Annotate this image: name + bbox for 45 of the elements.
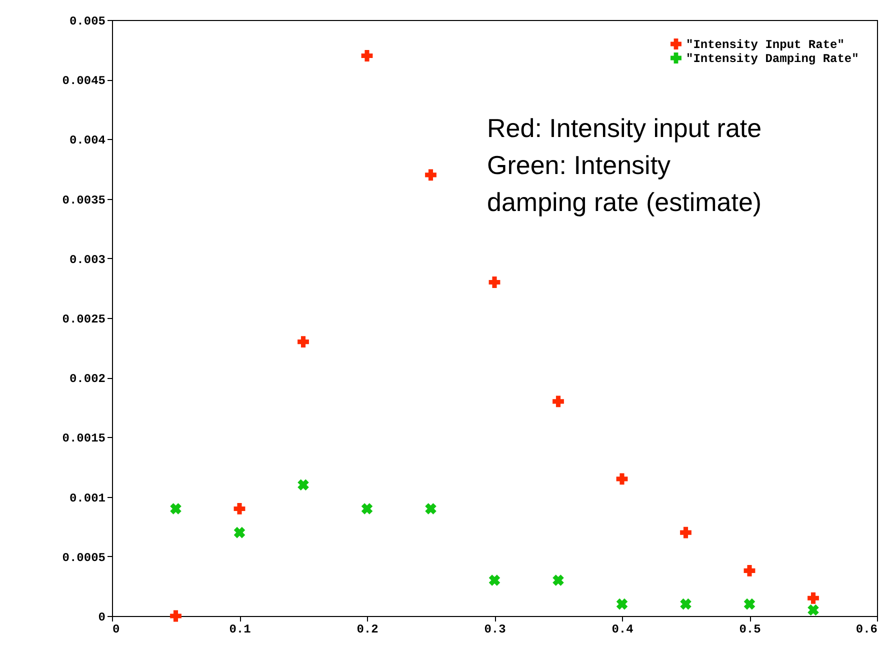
y-tick-label: 0 xyxy=(98,610,106,624)
annotation: Green: Intensity xyxy=(487,150,671,180)
x-tick-label: 0.1 xyxy=(229,622,251,636)
x-tick-label: 0.6 xyxy=(856,622,878,636)
y-tick-label: 0.0005 xyxy=(62,550,106,565)
annotation: damping rate (estimate) xyxy=(487,187,762,217)
annotation: Red: Intensity input rate xyxy=(487,113,762,143)
point xyxy=(298,479,309,491)
point xyxy=(744,565,756,576)
point xyxy=(170,503,182,514)
y-tick-label: 0.0045 xyxy=(62,74,106,88)
point xyxy=(744,598,756,610)
point xyxy=(616,598,628,610)
point xyxy=(552,396,564,408)
point xyxy=(170,610,182,622)
point xyxy=(488,276,500,288)
point xyxy=(234,503,246,514)
y-tick-label: 0.0025 xyxy=(62,312,106,326)
point xyxy=(680,526,692,538)
point xyxy=(680,598,692,610)
x-tick-label: 0.4 xyxy=(612,622,634,636)
legend-label: "Intensity Input Rate" xyxy=(686,38,844,52)
point xyxy=(425,503,436,514)
x-tick-label: 0.5 xyxy=(739,622,761,636)
y-tick-label: 0.001 xyxy=(69,491,106,506)
y-tick-label: 0.005 xyxy=(69,14,106,28)
point xyxy=(234,526,246,538)
point xyxy=(361,503,373,514)
point xyxy=(361,50,373,62)
y-tick-label: 0.002 xyxy=(69,372,106,386)
point xyxy=(808,604,819,616)
point xyxy=(425,169,436,181)
point xyxy=(488,574,500,586)
x-tick-label: 0.3 xyxy=(484,622,506,636)
point xyxy=(616,473,628,485)
x-tick-label: 0 xyxy=(112,622,120,636)
y-tick-label: 0.004 xyxy=(69,134,106,148)
y-tick-label: 0.0015 xyxy=(62,432,106,446)
point xyxy=(552,574,564,586)
y-tick-label: 0.003 xyxy=(69,252,106,267)
point xyxy=(808,592,819,604)
legend-label: "Intensity Damping Rate" xyxy=(686,52,859,66)
point xyxy=(298,336,309,348)
x-tick-label: 0.2 xyxy=(356,622,378,636)
y-tick-label: 0.0035 xyxy=(62,193,106,208)
